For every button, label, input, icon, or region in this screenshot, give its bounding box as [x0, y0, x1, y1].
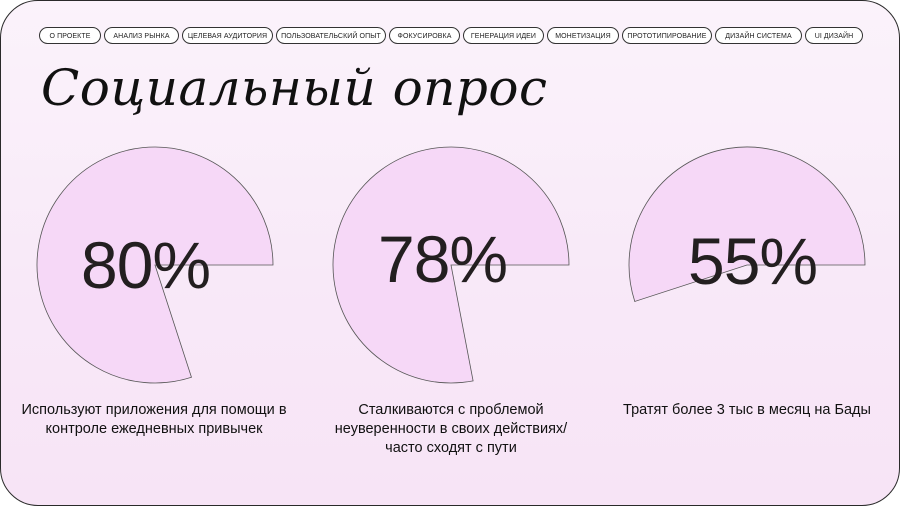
pie-slice-3	[628, 146, 866, 302]
stat-card-2: 78% Сталкиваются с проблемой неувереннос…	[331, 145, 581, 465]
stat-caption-3: Тратят более 3 тыс в месяц на Бады	[623, 402, 871, 418]
nav-item-about[interactable]: О ПРОЕКТЕ	[39, 27, 101, 44]
nav-item-monetization[interactable]: МОНЕТИЗАЦИЯ	[547, 27, 619, 44]
stat-caption-1: Используют приложения для помощи в контр…	[21, 402, 287, 437]
page-title: Социальный опрос	[41, 59, 548, 117]
pie-chart-2	[332, 146, 570, 384]
nav-item-focusing[interactable]: ФОКУСИРОВКА	[389, 27, 460, 44]
nav-item-target-audience[interactable]: ЦЕЛЕВАЯ АУДИТОРИЯ	[182, 27, 273, 44]
pie-chart-3	[628, 146, 866, 302]
nav-item-market-analysis[interactable]: АНАЛИЗ РЫНКА	[104, 27, 179, 44]
nav-item-ui-design[interactable]: UI ДИЗАЙН	[805, 27, 863, 44]
stat-card-1: 80% Используют приложения для помощи в к…	[21, 145, 287, 465]
nav-item-design-system[interactable]: ДИЗАЙН СИСТЕМА	[715, 27, 802, 44]
stat-value-3: 55%	[688, 224, 818, 298]
pie-slice-2	[332, 146, 570, 384]
nav-item-prototyping[interactable]: ПРОТОТИПИРОВАНИЕ	[622, 27, 712, 44]
stat-card-3: 55% Тратят более 3 тыс в месяц на Бады	[623, 145, 877, 465]
stat-caption-2: Сталкиваются с проблемой неуверенности в…	[334, 402, 568, 456]
nav-item-idea-generation[interactable]: ГЕНЕРАЦИЯ ИДЕИ	[463, 27, 544, 44]
stat-value-2: 78%	[378, 222, 508, 296]
stat-value-1: 80%	[81, 228, 211, 302]
pie-slice-1	[36, 146, 274, 384]
nav-item-user-experience[interactable]: ПОЛЬЗОВАТЕЛЬСКИЙ ОПЫТ	[276, 27, 386, 44]
pie-chart-1	[36, 146, 274, 384]
top-navigation: О ПРОЕКТЕ АНАЛИЗ РЫНКА ЦЕЛЕВАЯ АУДИТОРИЯ…	[39, 27, 863, 45]
